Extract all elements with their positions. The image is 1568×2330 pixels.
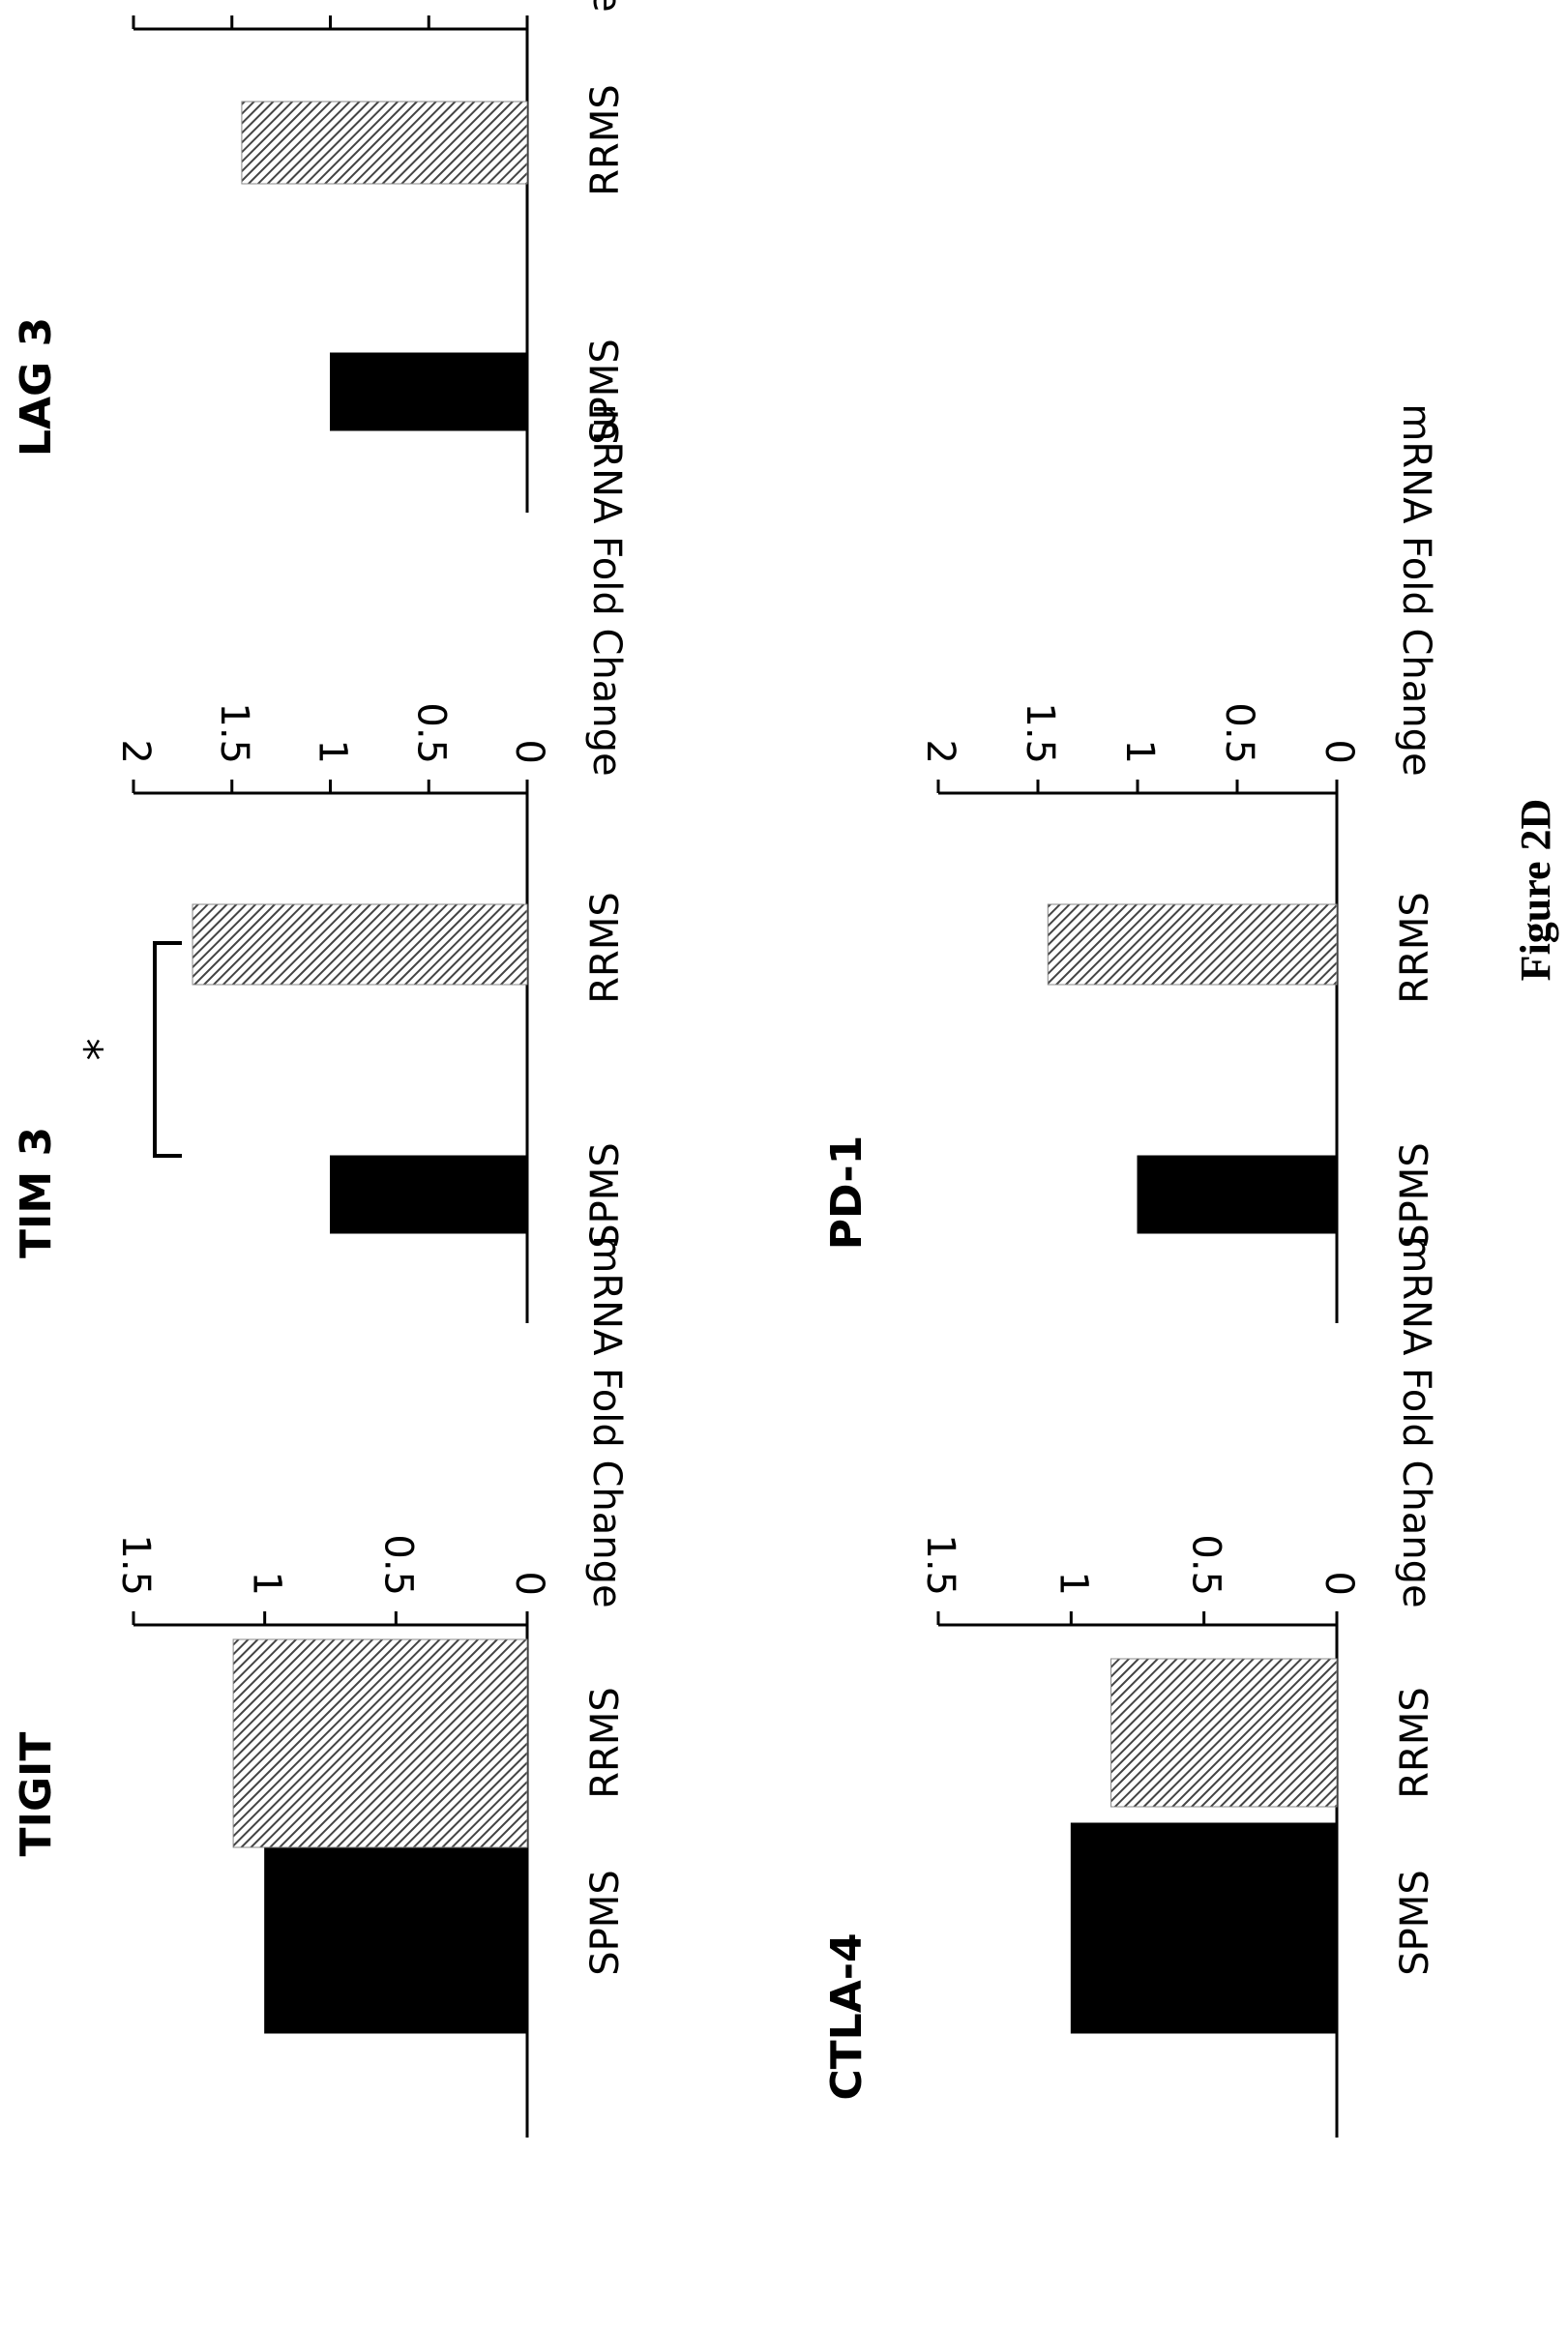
- y-tick-label-group: 0.5: [408, 702, 453, 764]
- chart-title-group: CTLA-4: [822, 1932, 872, 2100]
- y-tick-label: 0.5: [375, 1534, 420, 1596]
- y-axis-label: mRNA Fold Change: [1394, 1235, 1438, 1607]
- y-axis-label: mRNA Fold Change: [584, 1235, 629, 1607]
- category-label-group: RRMS: [583, 84, 628, 196]
- y-tick-label-group: 1: [1050, 1572, 1095, 1596]
- y-axis-label: mRNA Fold Change: [584, 0, 629, 13]
- chart-panel: 0 0.5 1 1.5 2 mRNA Fold Change SPMS RRMS PD-1: [822, 403, 1438, 1323]
- y-tick-label: 1: [311, 740, 355, 764]
- y-tick-label: 0.5: [408, 702, 453, 764]
- y-tick-label: 1: [245, 1572, 289, 1596]
- chart-title: CTLA-4: [822, 1932, 872, 2100]
- y-axis-label-group: mRNA Fold Change: [584, 0, 629, 13]
- bar-rrms: [1110, 1658, 1338, 1808]
- category-label-group: SPMS: [1393, 1870, 1437, 1975]
- category-label-group: RRMS: [583, 892, 628, 1004]
- category-label: SPMS: [1393, 1870, 1437, 1975]
- y-tick-label: 1.5: [918, 1534, 962, 1596]
- chart-title-group: PD-1: [822, 1136, 872, 1250]
- chart-title-group: TIGIT: [12, 1732, 61, 1857]
- chart-title-group: TIM 3: [12, 1127, 61, 1258]
- bar-spms: [264, 1822, 528, 2034]
- category-label: SPMS: [583, 1870, 628, 1975]
- category-label: SPMS: [583, 339, 628, 444]
- category-label-group: SPMS: [583, 1870, 628, 1975]
- category-label: SPMS: [1393, 1142, 1437, 1248]
- chart-title: TIGIT: [12, 1732, 61, 1857]
- y-tick-label: 0: [507, 740, 551, 764]
- y-tick-label-group: 0.5: [1184, 1534, 1228, 1596]
- y-tick-label-group: 0.5: [1217, 702, 1261, 764]
- chart-title: TIM 3: [12, 1127, 61, 1258]
- y-axis-label: mRNA Fold Change: [584, 403, 629, 776]
- y-tick-label-group: 1: [311, 740, 355, 764]
- y-tick-label: 1.5: [113, 1534, 158, 1596]
- category-label-group: RRMS: [1393, 1687, 1437, 1799]
- y-axis-label-group: mRNA Fold Change: [584, 403, 629, 776]
- category-label: RRMS: [583, 84, 628, 196]
- y-tick-label: 0: [507, 1572, 551, 1596]
- y-tick-label: 0: [1317, 740, 1361, 764]
- chart-title: PD-1: [822, 1136, 872, 1250]
- bar-spms: [1137, 1155, 1338, 1234]
- chart-panel: 0 0.5 1 1.5 mRNA Fold Change SPMS RRMS TIGIT: [12, 1235, 629, 2138]
- chart-panel: 0 0.5 1 1.5 mRNA Fold Change SPMS RRMS CTLA-4: [822, 1235, 1438, 2138]
- chart-panel: 0 0.5 1 1.5 2 mRNA Fold Change SPMS RRMS TIM 3 *: [12, 403, 629, 1323]
- category-label: RRMS: [1393, 1687, 1437, 1799]
- y-tick-label-group: 2: [113, 740, 158, 764]
- y-axis-label-group: mRNA Fold Change: [1394, 403, 1438, 776]
- y-tick-label-group: 0: [507, 740, 551, 764]
- category-label-group: SPMS: [583, 339, 628, 444]
- y-tick-label: 1: [1050, 1572, 1095, 1596]
- bar-rrms: [1047, 903, 1338, 986]
- bar-spms: [330, 1155, 528, 1234]
- y-tick-label-group: 2: [918, 740, 962, 764]
- y-tick-label: 0: [1317, 1572, 1361, 1596]
- y-tick-label-group: 0: [1317, 1572, 1361, 1596]
- y-tick-label-group: 1: [1117, 740, 1162, 764]
- y-axis-label: mRNA Fold Change: [1394, 403, 1438, 776]
- category-label-group: SPMS: [1393, 1142, 1437, 1248]
- category-label: RRMS: [1393, 892, 1437, 1004]
- category-label: RRMS: [583, 1687, 628, 1799]
- y-tick-label-group: 1.5: [918, 1534, 962, 1596]
- y-axis-label-group: mRNA Fold Change: [584, 1235, 629, 1607]
- y-tick-label: 1: [1117, 740, 1162, 764]
- bar-spms: [330, 352, 528, 431]
- y-tick-label-group: 0: [507, 1572, 551, 1596]
- bar-rrms: [232, 1638, 528, 1848]
- significance-marker-group: *: [75, 1039, 128, 1061]
- y-tick-label: 1.5: [212, 702, 256, 764]
- figure-caption-group: Figure 2D: [1512, 799, 1559, 982]
- y-tick-label: 2: [113, 740, 158, 764]
- y-tick-label: 1.5: [1018, 702, 1062, 764]
- bar-rrms: [241, 101, 528, 185]
- y-tick-label: 2: [918, 740, 962, 764]
- chart-title: LAG 3: [12, 317, 61, 457]
- category-label: RRMS: [583, 892, 628, 1004]
- figure-caption: Figure 2D: [1512, 799, 1559, 982]
- y-tick-label-group: 1: [245, 1572, 289, 1596]
- bar-rrms: [192, 903, 528, 986]
- category-label-group: RRMS: [583, 1687, 628, 1799]
- bar-spms: [1070, 1822, 1338, 2034]
- category-label: SPMS: [583, 1142, 628, 1248]
- category-label-group: SPMS: [583, 1142, 628, 1248]
- y-tick-label-group: 0.5: [375, 1534, 420, 1596]
- y-tick-label-group: 1.5: [113, 1534, 158, 1596]
- y-tick-label-group: 1.5: [212, 702, 256, 764]
- y-tick-label-group: 1.5: [1018, 702, 1062, 764]
- y-tick-label: 0.5: [1184, 1534, 1228, 1596]
- category-label-group: RRMS: [1393, 892, 1437, 1004]
- y-tick-label: 0.5: [1217, 702, 1261, 764]
- significance-marker: *: [75, 1039, 128, 1061]
- y-axis-label-group: mRNA Fold Change: [1394, 1235, 1438, 1607]
- significance-bracket: [153, 941, 182, 1158]
- y-tick-label-group: 0: [1317, 740, 1361, 764]
- chart-title-group: LAG 3: [12, 317, 61, 457]
